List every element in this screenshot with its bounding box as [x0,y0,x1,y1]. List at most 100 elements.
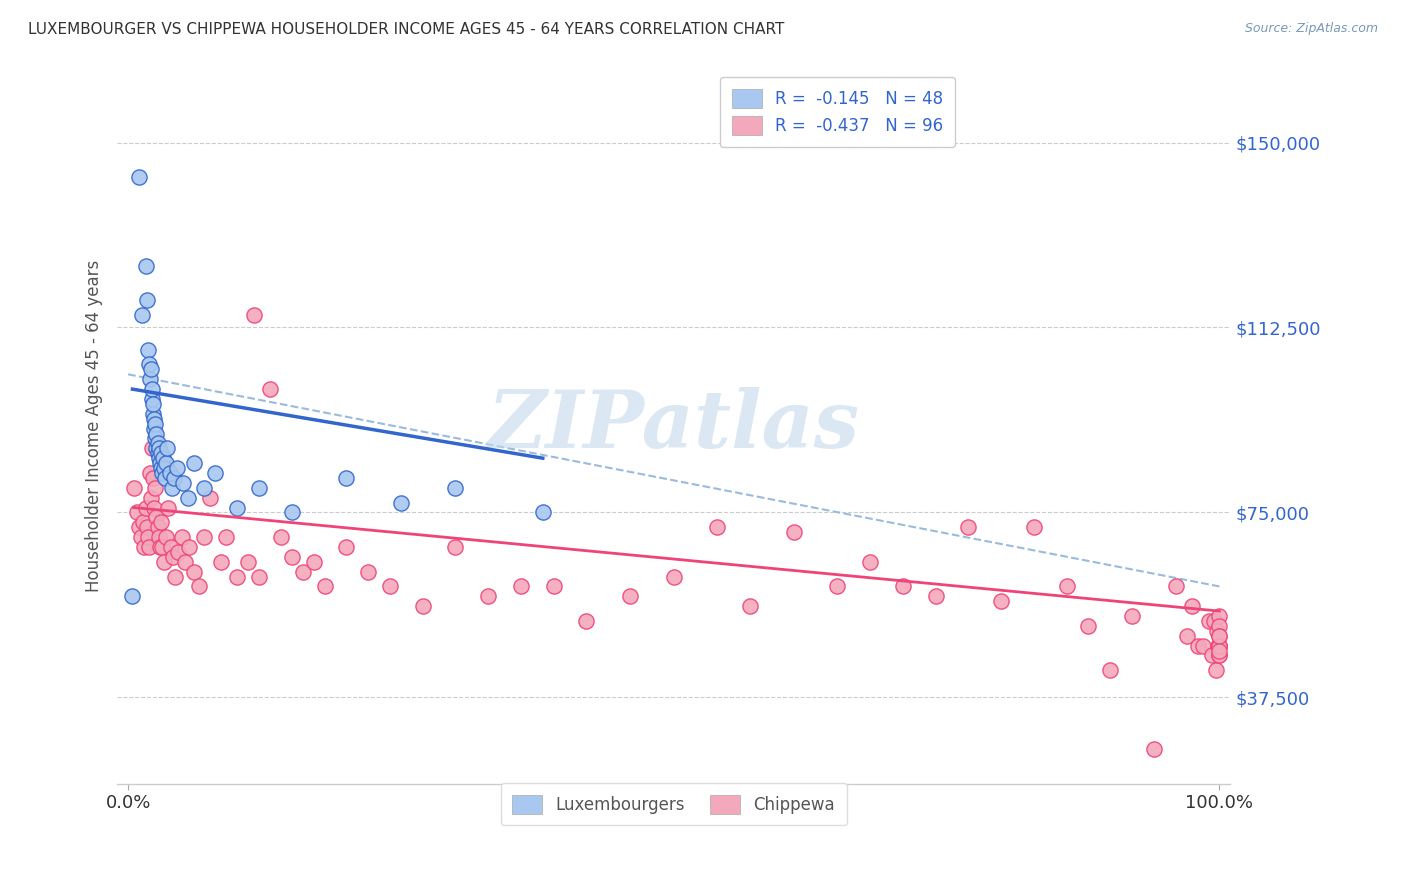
Point [412,599,434,614]
Point [125,505,148,519]
Point [1187,639,1209,653]
Point [242,308,264,322]
Point [145,481,167,495]
Point [145,442,167,456]
Point [1198,614,1220,628]
Point [1121,609,1143,624]
Point [924,589,946,603]
Point [335,540,357,554]
Point [378,579,401,593]
Point [149,540,172,554]
Point [156,442,179,456]
Point [145,417,167,431]
Point [138,540,160,554]
Point [444,540,467,554]
Point [141,392,163,406]
Point [357,565,380,579]
Point [155,471,177,485]
Point [177,491,200,505]
Point [1208,639,1230,653]
Point [159,540,181,554]
Point [155,456,177,470]
Point [135,259,157,273]
Point [1205,663,1227,677]
Point [134,540,156,554]
Point [153,555,176,569]
Point [121,589,143,603]
Point [204,466,226,480]
Point [891,579,914,593]
Point [166,461,188,475]
Point [149,461,172,475]
Point [619,589,641,603]
Point [136,530,159,544]
Point [132,516,155,530]
Point [179,540,201,554]
Point [167,545,190,559]
Point [1192,639,1215,653]
Point [136,343,159,357]
Point [188,579,211,593]
Point [173,555,195,569]
Point [135,520,157,534]
Point [783,525,806,540]
Text: ZIPatlas: ZIPatlas [488,387,860,465]
Point [1164,579,1187,593]
Point [145,432,167,446]
Point [226,500,249,515]
Point [281,549,304,564]
Point [1143,742,1166,756]
Point [141,442,163,456]
Point [146,436,169,450]
Point [148,451,170,466]
Point [281,505,304,519]
Point [152,451,174,466]
Point [193,530,215,544]
Point [1208,639,1230,653]
Point [259,382,281,396]
Point [1208,639,1230,653]
Point [335,471,357,485]
Point [149,516,172,530]
Legend: Luxembourgers, Chippewa: Luxembourgers, Chippewa [501,783,846,825]
Point [291,565,314,579]
Point [131,308,153,322]
Point [1208,643,1230,657]
Point [172,475,194,490]
Point [129,530,152,544]
Point [1202,614,1225,628]
Point [1208,629,1230,643]
Point [146,446,169,460]
Point [149,446,172,460]
Point [1206,624,1229,638]
Point [148,530,170,544]
Point [1208,619,1230,633]
Point [153,461,176,475]
Point [150,466,173,480]
Point [1077,619,1099,633]
Point [575,614,598,628]
Point [510,579,533,593]
Point [531,505,554,519]
Point [706,520,728,534]
Point [1175,629,1198,643]
Point [1099,663,1122,677]
Point [247,569,270,583]
Point [128,520,150,534]
Point [139,466,162,480]
Point [1201,648,1223,663]
Point [170,530,193,544]
Point [143,500,166,515]
Point [1056,579,1078,593]
Point [160,481,183,495]
Point [740,599,762,614]
Point [159,466,181,480]
Point [270,530,292,544]
Point [444,481,467,495]
Point [146,520,169,534]
Point [314,579,336,593]
Point [198,491,221,505]
Point [145,426,167,441]
Point [162,549,184,564]
Point [139,372,162,386]
